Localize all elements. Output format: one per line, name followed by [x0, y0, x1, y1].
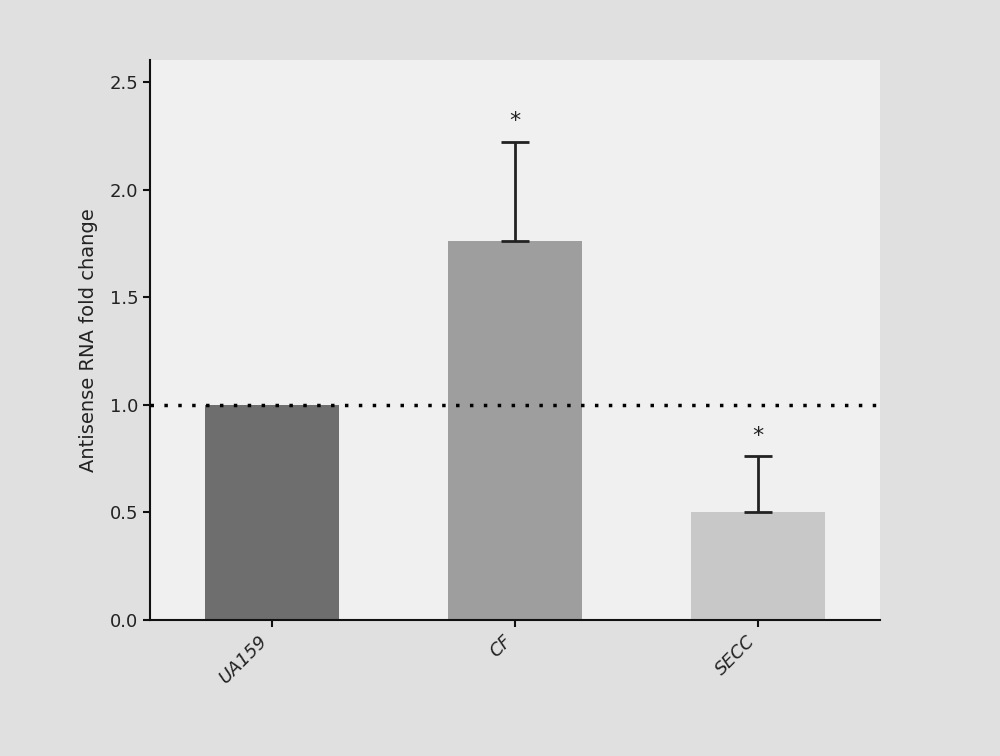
Bar	[691, 513, 825, 620]
Text: *: *	[753, 426, 764, 445]
Y-axis label: Antisense RNA fold change: Antisense RNA fold change	[79, 209, 98, 472]
Text: *: *	[509, 111, 521, 132]
Bar	[205, 404, 339, 620]
Bar	[448, 241, 582, 620]
